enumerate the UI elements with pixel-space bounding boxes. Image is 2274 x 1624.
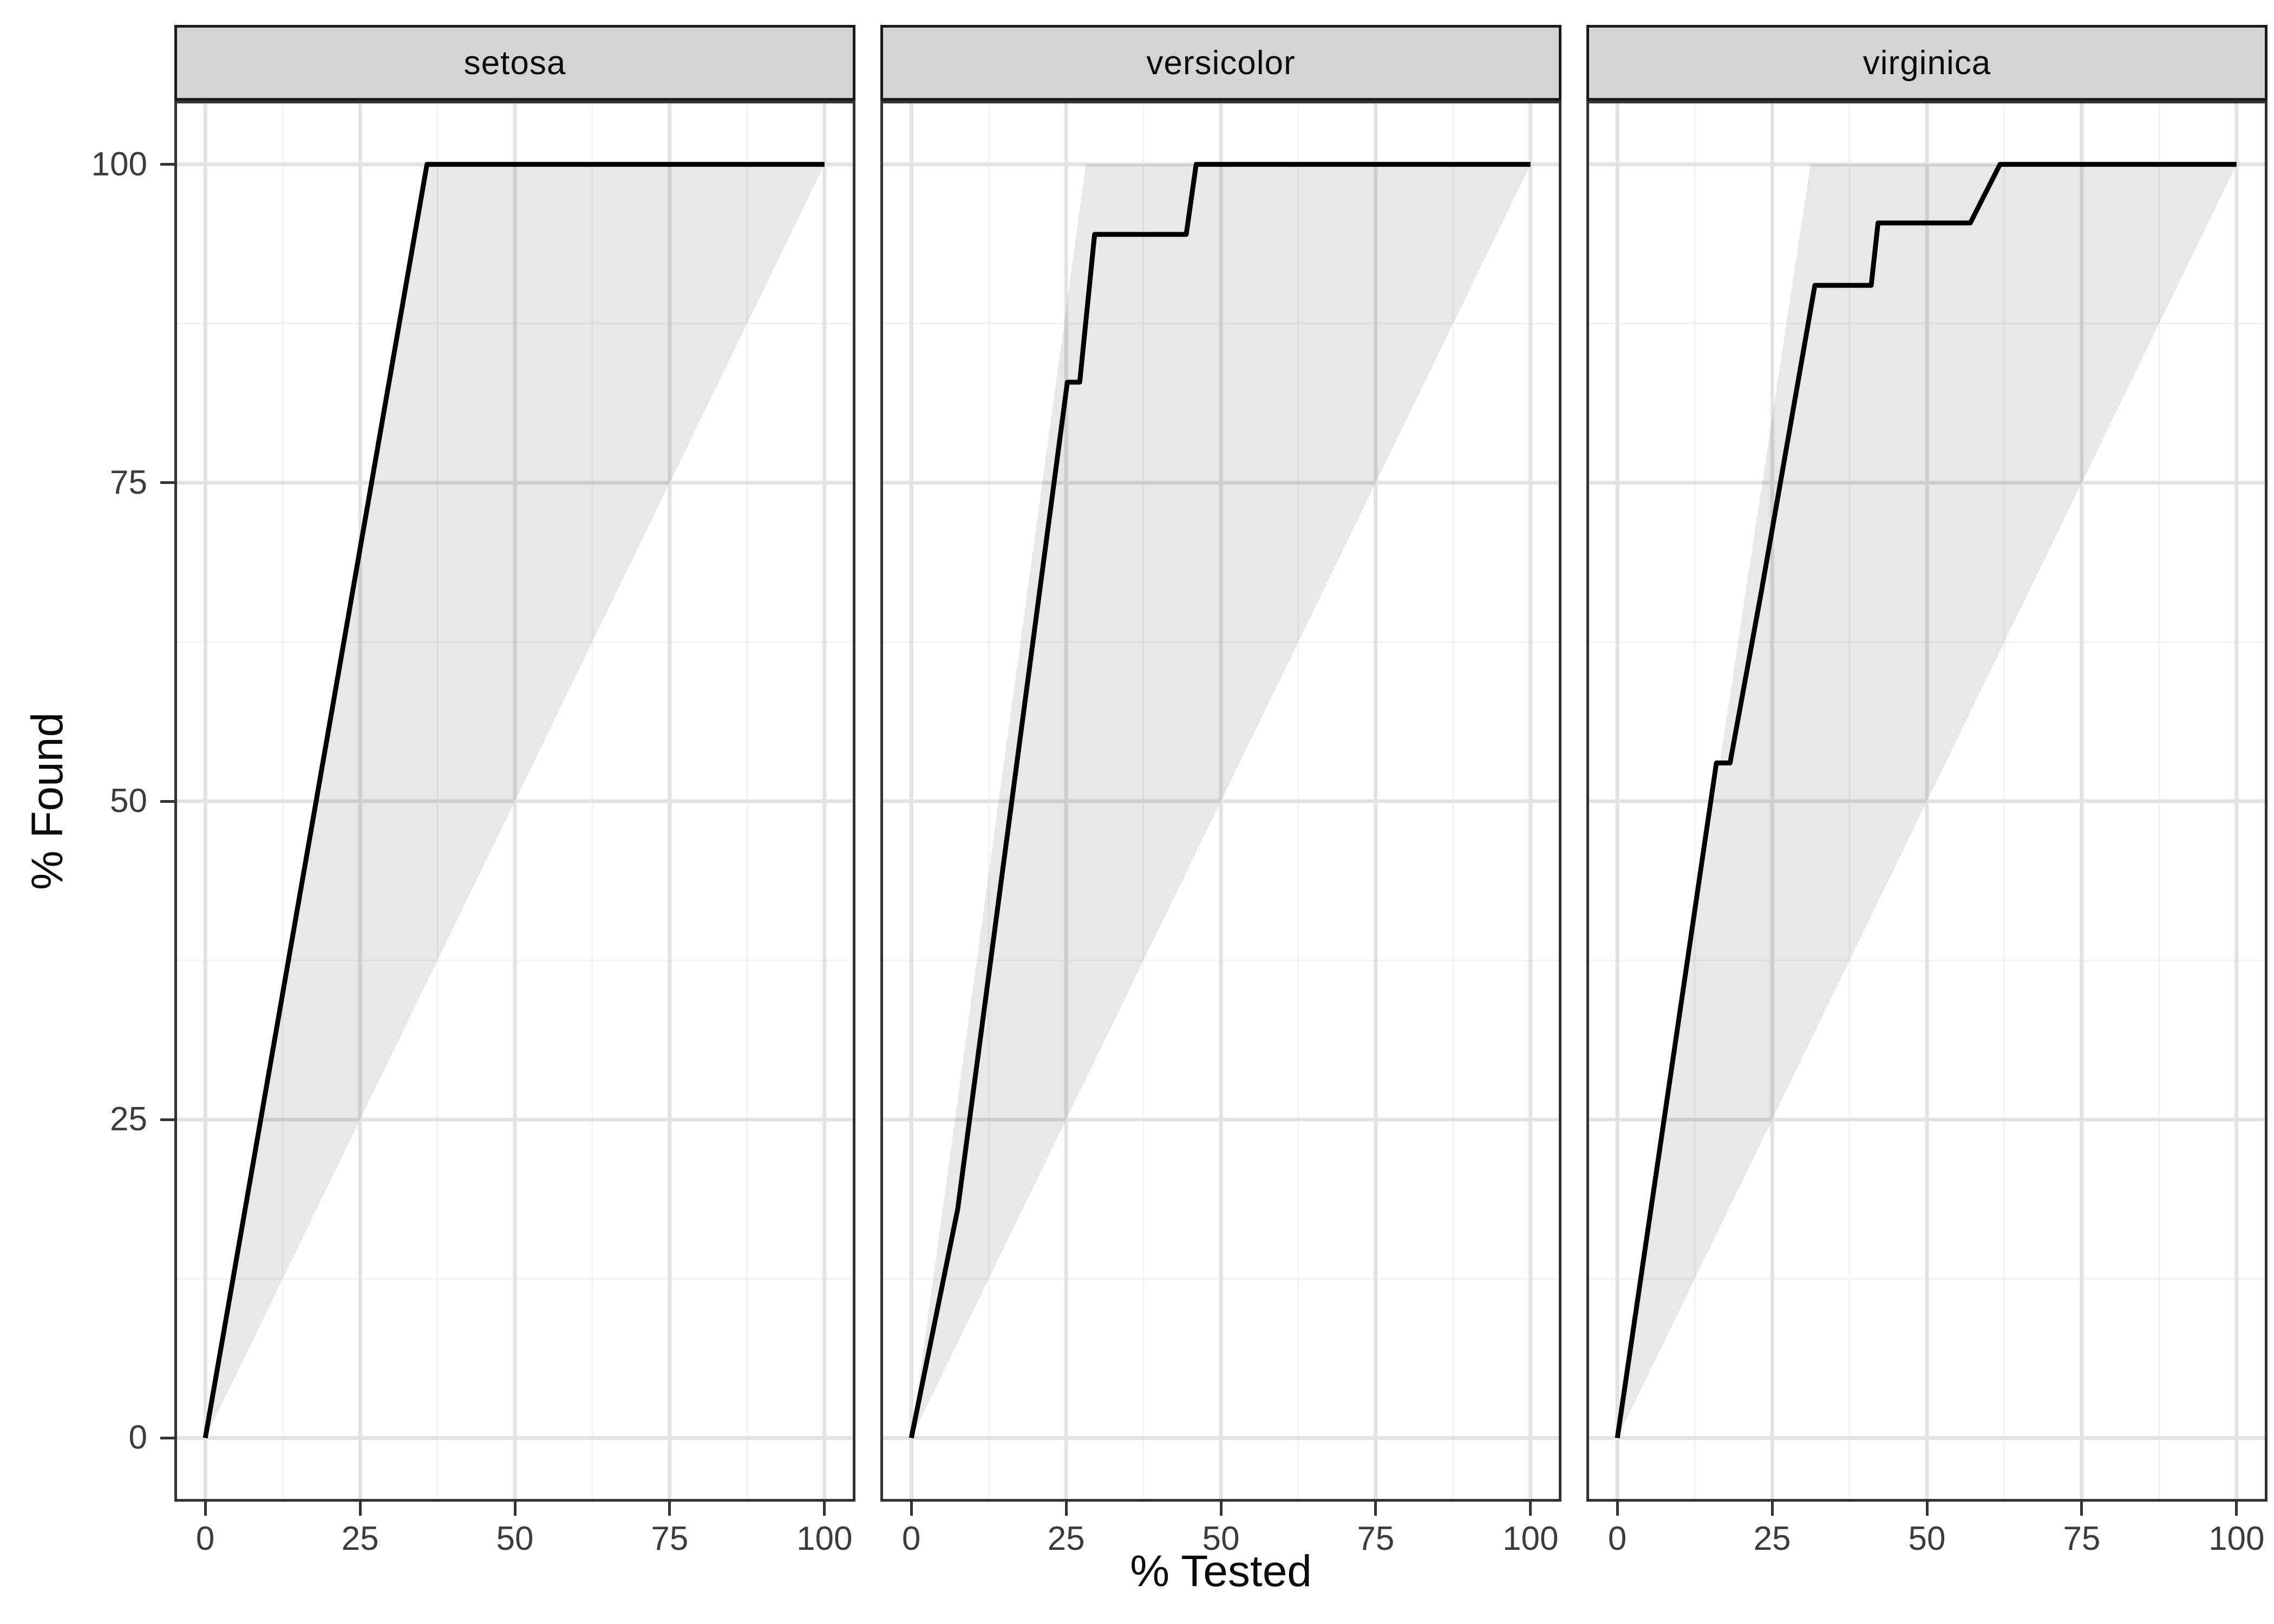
x-tick-label: 0 <box>195 1520 215 1557</box>
y-tick-label: 50 <box>110 782 147 820</box>
facet-panel-versicolor <box>880 101 1561 1502</box>
x-axis-title: % Tested <box>1130 1547 1312 1596</box>
facet-panel-setosa <box>174 101 855 1502</box>
y-tick-mark <box>160 800 174 803</box>
x-tick-label: 50 <box>1202 1520 1240 1557</box>
x-tick-label: 75 <box>651 1520 689 1557</box>
x-tick-mark <box>1529 1502 1532 1516</box>
panel-border <box>1586 101 2268 1502</box>
gain-curve-line <box>202 162 825 1439</box>
gain-curve-line <box>1615 162 2237 1439</box>
x-tick-label: 100 <box>1502 1520 1559 1557</box>
y-tick-mark <box>160 1118 174 1121</box>
x-tick-label: 100 <box>796 1520 853 1557</box>
x-tick-mark <box>513 1502 517 1516</box>
x-tick-label: 0 <box>901 1520 921 1557</box>
x-tick-mark <box>1219 1502 1223 1516</box>
facet-strip-setosa: setosa <box>174 25 855 101</box>
y-tick-label: 0 <box>128 1419 147 1457</box>
x-tick-label: 50 <box>496 1520 534 1557</box>
x-tick-label: 75 <box>2063 1520 2101 1557</box>
ideal-vs-diagonal-shade <box>911 164 1531 1438</box>
facet-strip-label: virginica <box>1863 44 1991 82</box>
x-tick-mark <box>358 1502 362 1516</box>
ideal-vs-diagonal-shade <box>205 164 825 1438</box>
y-tick-mark <box>160 1436 174 1439</box>
x-tick-mark <box>1064 1502 1068 1516</box>
x-tick-mark <box>2080 1502 2083 1516</box>
x-tick-mark <box>1616 1502 1619 1516</box>
x-tick-label: 25 <box>341 1520 379 1557</box>
x-tick-mark <box>1925 1502 1929 1516</box>
panel-border <box>880 101 1561 1502</box>
y-tick-label: 75 <box>110 463 147 501</box>
y-tick-mark <box>160 163 174 166</box>
x-tick-mark <box>668 1502 671 1516</box>
facet-strip-label: versicolor <box>1146 44 1296 82</box>
facet-strip-label: setosa <box>463 44 566 82</box>
x-tick-mark <box>2235 1502 2238 1516</box>
facet-strip-virginica: virginica <box>1586 25 2268 101</box>
ideal-vs-diagonal-shade <box>1617 164 2237 1438</box>
facet-panel-virginica <box>1586 101 2268 1502</box>
gain-curve-line <box>909 162 1531 1439</box>
x-tick-mark <box>910 1502 913 1516</box>
x-tick-label: 100 <box>2208 1520 2265 1557</box>
panel-border <box>174 101 855 1502</box>
y-tick-mark <box>160 481 174 484</box>
y-tick-label: 100 <box>91 145 147 183</box>
facet-strip-versicolor: versicolor <box>880 25 1561 101</box>
y-tick-label: 25 <box>110 1101 147 1138</box>
x-tick-label: 25 <box>1047 1520 1085 1557</box>
x-tick-label: 25 <box>1753 1520 1791 1557</box>
x-tick-mark <box>204 1502 207 1516</box>
x-tick-label: 0 <box>1608 1520 1627 1557</box>
x-tick-mark <box>1770 1502 1774 1516</box>
x-tick-mark <box>1374 1502 1377 1516</box>
x-tick-mark <box>823 1502 826 1516</box>
x-tick-label: 50 <box>1908 1520 1946 1557</box>
x-tick-label: 75 <box>1357 1520 1395 1557</box>
